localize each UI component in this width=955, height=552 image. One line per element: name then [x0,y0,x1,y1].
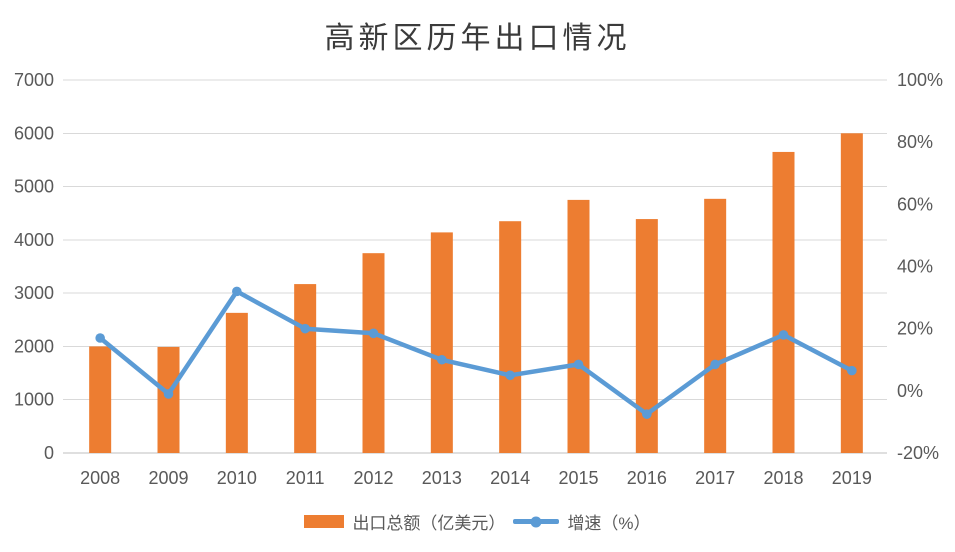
y-axis-label-left: 1000 [14,390,54,410]
bar-2015 [567,199,590,453]
line-point-2017 [710,359,720,370]
x-axis-label: 2014 [490,468,530,488]
line-point-2010 [232,286,242,297]
y-axis-label-left: 2000 [14,336,54,356]
y-axis-label-left: 6000 [14,123,54,143]
y-axis-label-right: 0% [897,381,923,401]
chart-title: 高新区历年出口情况 [324,21,631,56]
y-axis-label-right: 100% [897,70,943,90]
line-point-2011 [300,323,310,334]
line-point-2015 [573,359,584,370]
bar-2019 [840,133,863,454]
line-point-2018 [778,330,789,340]
x-axis-label: 2015 [558,468,598,488]
line-point-2009 [163,389,174,399]
legend-line-swatch-icon [513,516,560,527]
x-axis-label: 2019 [832,468,872,488]
growth-line [97,289,855,417]
y-axis-label-left: 4000 [14,230,54,250]
x-axis-label: 2016 [627,468,667,488]
x-axis-label: 2010 [217,468,257,488]
x-axis-label: 2012 [353,468,393,488]
legend-label-growth: 增速（%） [567,514,651,533]
bar-2011 [294,284,317,453]
y-axis-label-right: 40% [897,257,933,277]
bar-2009 [157,346,180,453]
y-axis-label-right: 80% [897,132,933,152]
legend-line-dot-icon [530,516,542,527]
bar-2013 [430,232,453,453]
legend-item-exports: 出口总额（亿美元） [304,509,505,534]
bar-2008 [89,346,112,453]
line-point-2014 [505,370,515,381]
y-axis-label-left: 3000 [14,283,54,303]
y-axis-label-left: 0 [44,443,54,463]
x-axis-label: 2013 [422,468,462,488]
x-axis-label: 2009 [148,468,188,488]
x-axis-label: 2017 [695,468,735,488]
legend-label-exports: 出口总额（亿美元） [352,514,506,533]
line-point-2013 [437,354,447,365]
line-point-2016 [642,409,652,419]
line-point-2019 [847,365,857,376]
x-axis-label: 2018 [763,468,803,488]
bar-2012 [362,253,385,453]
bar-2016 [635,219,658,453]
y-axis-label-left: 7000 [14,70,54,90]
bar-2010 [225,312,248,453]
bar-2017 [704,198,727,453]
x-axis-label: 2011 [286,468,325,488]
legend-bar-swatch-icon [304,515,345,528]
bar-2018 [772,151,795,453]
line-point-2012 [368,328,379,339]
y-axis-label-right: -20% [897,443,939,463]
y-axis-label-right: 60% [897,194,933,214]
chart-legend: 出口总额（亿美元） 增速（%） [0,509,955,534]
legend-item-growth: 增速（%） [513,509,651,534]
bar-2014 [499,221,522,453]
line-point-2008 [95,333,105,343]
x-axis-label: 2008 [80,468,120,488]
y-axis-label-left: 5000 [14,177,54,197]
y-axis-label-right: 20% [897,319,933,339]
